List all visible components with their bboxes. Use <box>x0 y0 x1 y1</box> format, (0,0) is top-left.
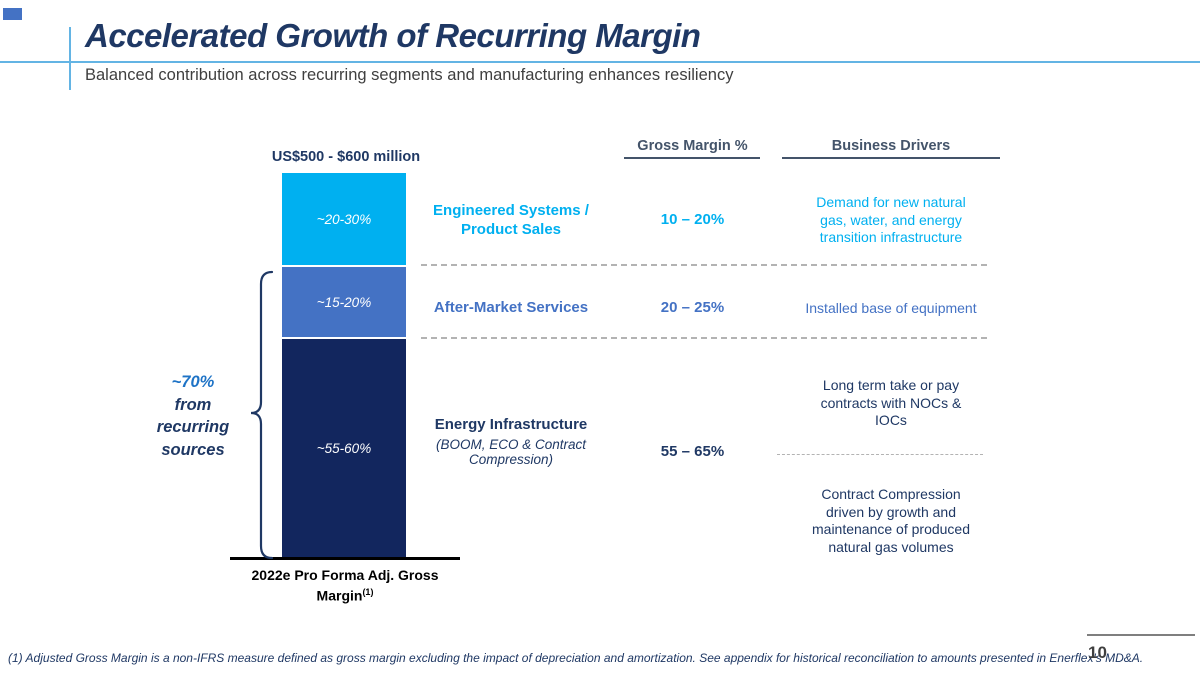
segment-name-subtitle: (BOOM, ECO & Contract Compression) <box>435 436 587 468</box>
recurring-sources-brace <box>250 270 274 560</box>
title-accent-vertical-line <box>69 27 71 90</box>
driver-separator-dashed-line <box>777 454 983 455</box>
column-header-business-drivers: Business Drivers <box>831 138 951 154</box>
recurring-annotation-text: from recurring sources <box>156 395 230 459</box>
segment-share-label: ~15-20% <box>316 294 372 310</box>
segment-name-engineered-systems: Engineered Systems / Product Sales <box>433 202 589 238</box>
business-driver-after-market-services: Installed base of equipment <box>805 300 977 316</box>
gross-margin-value-energy-infrastructure: 55 – 65% <box>660 443 725 460</box>
bar-segment-energy-infrastructure: ~55-60% <box>282 339 406 557</box>
stacked-bar: ~20-30% ~15-20% ~55-60% <box>282 173 406 557</box>
segment-name-after-market-services: After-Market Services <box>433 299 589 316</box>
corner-accent-square <box>3 8 22 20</box>
bar-total-value-label: US$500 - $600 million <box>271 149 421 165</box>
segment-share-label: ~20-30% <box>316 211 372 227</box>
segment-name-energy-infrastructure: Energy Infrastructure (BOOM, ECO & Contr… <box>416 416 606 468</box>
row-separator-dashed-line <box>421 264 987 266</box>
title-divider-line <box>0 61 1200 63</box>
footnote: (1) Adjusted Gross Margin is a non-IFRS … <box>8 651 1144 665</box>
business-driver-energy-infrastructure-2: Contract Compression driven by growth an… <box>812 486 970 555</box>
bar-segment-after-market-services: ~15-20% <box>282 267 406 337</box>
x-axis-line <box>230 557 460 560</box>
column-header-gross-margin: Gross Margin % <box>637 138 748 154</box>
page-number: 10 <box>1088 643 1107 662</box>
x-axis-label-footnote-marker: (1) <box>362 587 374 597</box>
business-driver-energy-infrastructure-1: Long term take or pay contracts with NOC… <box>820 377 962 428</box>
recurring-percentage: ~70% <box>171 373 215 391</box>
segment-share-label: ~55-60% <box>316 440 372 456</box>
business-driver-engineered-systems: Demand for new natural gas, water, and e… <box>816 194 966 245</box>
business-drivers-header-underline <box>782 157 1000 159</box>
x-axis-label: 2022e Pro Forma Adj. Gross Margin(1) <box>235 567 455 605</box>
segment-name-text: Energy Infrastructure <box>434 416 588 433</box>
bar-segment-engineered-systems: ~20-30% <box>282 173 406 265</box>
x-axis-label-text: 2022e Pro Forma Adj. Gross Margin <box>251 567 439 604</box>
page-number-divider-line <box>1087 634 1195 636</box>
recurring-sources-annotation: ~70% from recurring sources <box>141 371 245 461</box>
row-separator-dashed-line <box>421 337 987 339</box>
gross-margin-header-underline <box>624 157 760 159</box>
slide-title: Accelerated Growth of Recurring Margin <box>85 17 701 54</box>
gross-margin-value-after-market-services: 20 – 25% <box>660 299 725 316</box>
slide-subtitle: Balanced contribution across recurring s… <box>85 66 734 84</box>
gross-margin-value-engineered-systems: 10 – 20% <box>660 211 725 228</box>
